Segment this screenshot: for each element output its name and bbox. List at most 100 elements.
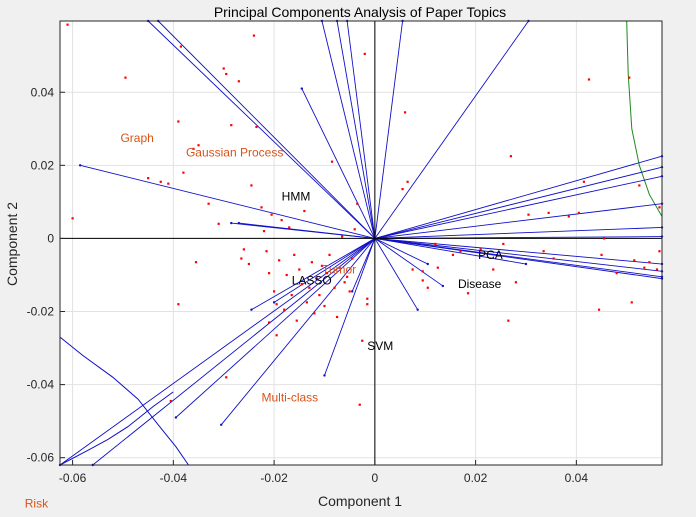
score-point bbox=[492, 268, 495, 271]
chart-title: Principal Components Analysis of Paper T… bbox=[214, 4, 506, 20]
score-point bbox=[237, 80, 240, 83]
vector-tip bbox=[300, 87, 304, 90]
score-point bbox=[436, 266, 439, 269]
score-point bbox=[633, 259, 636, 262]
topic-label: Risk bbox=[25, 496, 49, 510]
score-point bbox=[426, 286, 429, 289]
topic-label: Gaussian Process bbox=[186, 146, 283, 160]
score-points bbox=[66, 23, 661, 406]
y-tick-label: 0 bbox=[47, 231, 54, 245]
topic-label: Graph bbox=[120, 131, 153, 145]
score-point bbox=[177, 303, 180, 306]
score-point bbox=[502, 242, 505, 246]
vector-tip bbox=[426, 262, 429, 266]
score-point bbox=[628, 76, 631, 79]
loading-vector bbox=[321, 20, 376, 239]
y-tick-label: 0.02 bbox=[31, 158, 55, 172]
y-tick-label: 0.04 bbox=[31, 85, 55, 99]
vector-tip bbox=[524, 262, 528, 266]
score-point bbox=[147, 177, 150, 180]
loading-vector bbox=[301, 88, 376, 239]
score-point bbox=[547, 211, 550, 214]
score-point bbox=[527, 213, 530, 216]
vector-tip bbox=[416, 308, 419, 311]
y-tick-label: -0.02 bbox=[27, 305, 55, 319]
score-point bbox=[179, 45, 183, 48]
score-point bbox=[285, 273, 288, 277]
score-point bbox=[658, 250, 661, 253]
score-point bbox=[270, 213, 273, 216]
blue-curve bbox=[59, 336, 189, 466]
loading-vector bbox=[374, 227, 663, 239]
score-point bbox=[242, 248, 245, 251]
loading-vector bbox=[374, 175, 663, 239]
score-point bbox=[207, 202, 210, 205]
score-point bbox=[542, 250, 545, 253]
score-point bbox=[577, 211, 580, 214]
score-point bbox=[552, 257, 555, 260]
vector-tip bbox=[350, 290, 354, 293]
score-point bbox=[192, 147, 195, 151]
score-point bbox=[600, 253, 603, 256]
vector-tip bbox=[78, 164, 82, 167]
curves bbox=[59, 20, 663, 466]
score-point bbox=[597, 308, 601, 311]
loading-vector bbox=[157, 20, 376, 239]
score-point bbox=[638, 184, 641, 187]
score-point bbox=[298, 268, 301, 271]
loading-vector bbox=[374, 237, 663, 280]
plot-area bbox=[60, 21, 662, 465]
loading-vector bbox=[336, 20, 376, 239]
score-point bbox=[278, 259, 281, 262]
loading-vector bbox=[175, 238, 376, 418]
loading-vector bbox=[374, 155, 663, 239]
score-point bbox=[630, 301, 633, 304]
score-point bbox=[313, 312, 316, 315]
score-point bbox=[66, 23, 69, 26]
loading-vectors bbox=[58, 19, 664, 467]
vector-tip bbox=[441, 284, 445, 288]
x-tick-label: -0.04 bbox=[160, 471, 188, 485]
loading-vector bbox=[374, 20, 529, 239]
loading-vector bbox=[374, 238, 428, 265]
vector-tip bbox=[272, 301, 276, 304]
topic-label: Tumor bbox=[322, 262, 356, 276]
y-tick-label: -0.06 bbox=[27, 451, 55, 465]
loading-vector bbox=[324, 238, 376, 376]
y-axis-label: Component 2 bbox=[4, 202, 20, 286]
blue-curve bbox=[59, 391, 174, 466]
score-point bbox=[169, 399, 172, 403]
score-point bbox=[262, 230, 266, 233]
score-point bbox=[514, 281, 518, 284]
score-point bbox=[582, 180, 586, 183]
score-point bbox=[240, 257, 243, 260]
score-point bbox=[330, 160, 334, 163]
y-tick-label: -0.04 bbox=[27, 378, 55, 392]
loading-vector bbox=[374, 238, 419, 310]
loading-vector bbox=[351, 238, 376, 292]
score-point bbox=[341, 235, 344, 238]
score-point bbox=[361, 339, 364, 342]
score-point bbox=[335, 315, 339, 319]
score-point bbox=[225, 376, 228, 379]
vector-tip bbox=[250, 308, 253, 311]
score-point bbox=[222, 67, 225, 70]
score-point bbox=[247, 262, 251, 266]
score-point bbox=[260, 206, 263, 209]
plot-border bbox=[59, 20, 663, 466]
score-point bbox=[615, 272, 618, 275]
score-point bbox=[356, 202, 359, 205]
score-point bbox=[288, 226, 291, 229]
score-point bbox=[255, 125, 258, 129]
loading-vector bbox=[231, 222, 375, 239]
score-point bbox=[290, 293, 293, 297]
score-point bbox=[177, 120, 180, 123]
score-point bbox=[283, 308, 286, 311]
score-point bbox=[358, 403, 361, 406]
score-point bbox=[280, 219, 283, 222]
score-point bbox=[366, 303, 369, 306]
score-point bbox=[159, 180, 162, 183]
score-point bbox=[346, 275, 349, 278]
loading-vector bbox=[374, 203, 663, 239]
